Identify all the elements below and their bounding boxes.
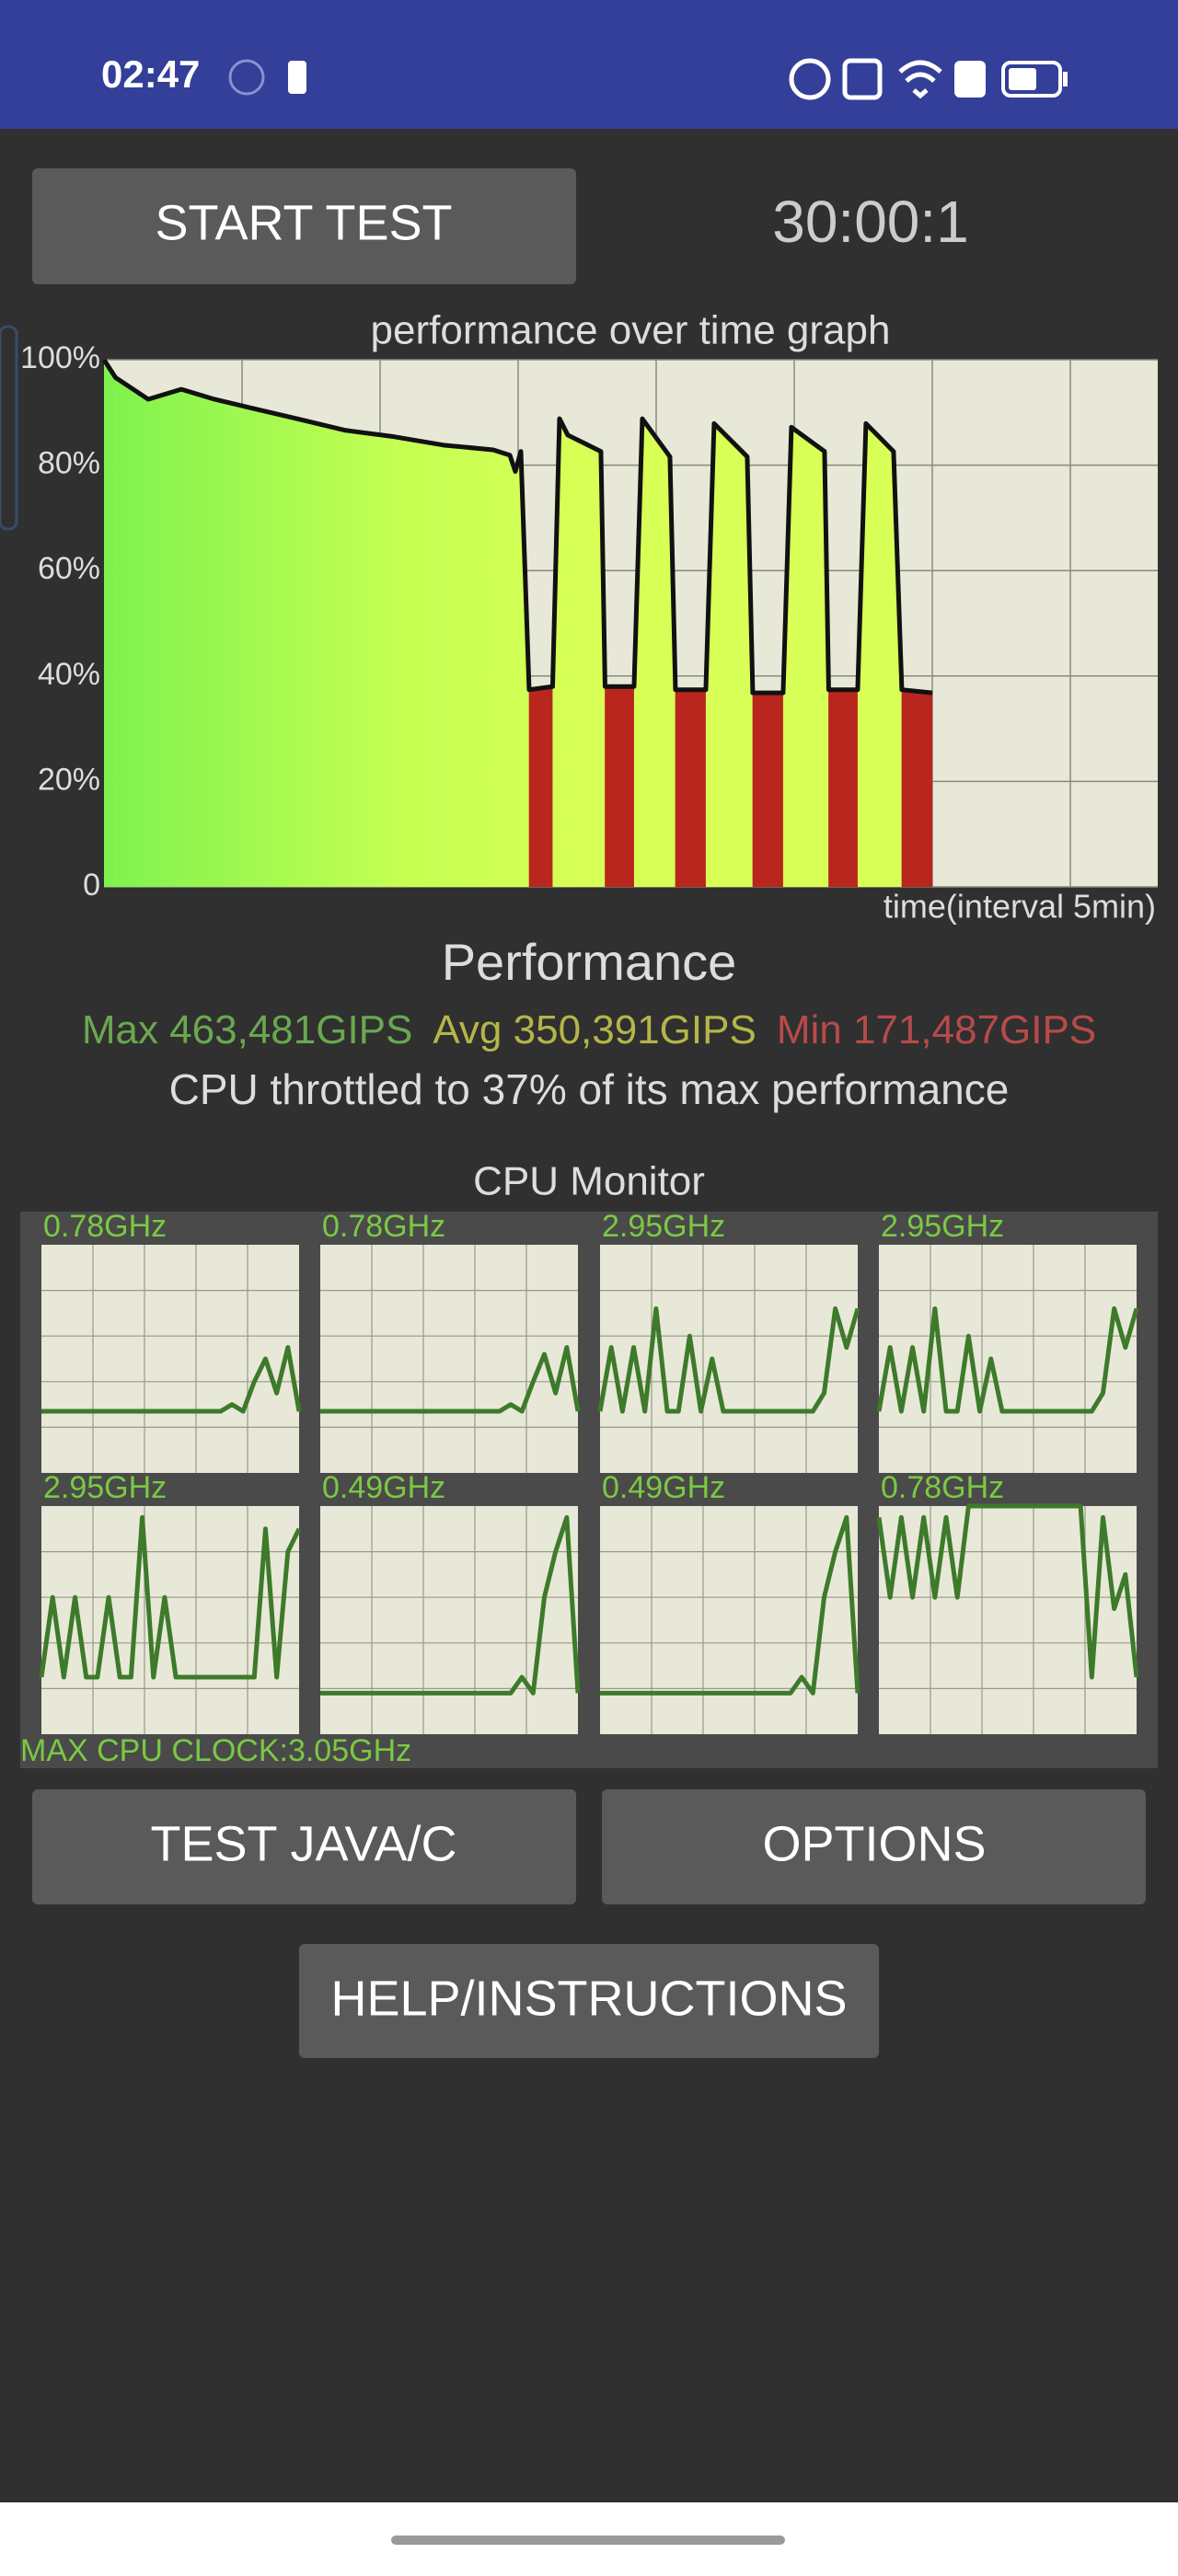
help-label[interactable]: HELP/INSTRUCTIONS bbox=[330, 1971, 847, 2026]
test-java-c-label[interactable]: TEST JAVA/C bbox=[150, 1816, 456, 1871]
core-graph bbox=[879, 1245, 1137, 1473]
area-segment bbox=[567, 434, 601, 887]
core-line bbox=[876, 1503, 1139, 1680]
y-tick-label: 60% bbox=[38, 551, 100, 586]
area-segment bbox=[296, 419, 346, 887]
core-graph bbox=[600, 1245, 858, 1473]
core-line bbox=[39, 1514, 302, 1680]
core-frequency: 2.95GHz bbox=[602, 1209, 725, 1244]
area-segment bbox=[641, 419, 670, 887]
battery-alert-icon bbox=[288, 61, 306, 94]
status-time: 02:47 bbox=[101, 52, 200, 96]
core-frequency: 0.78GHz bbox=[322, 1209, 445, 1244]
area-segment bbox=[509, 454, 515, 887]
area-segment bbox=[528, 685, 553, 888]
side-handle bbox=[0, 325, 18, 531]
area-segment bbox=[345, 430, 394, 887]
battery-icon bbox=[1001, 61, 1062, 98]
core-graph bbox=[320, 1506, 578, 1734]
core-line bbox=[600, 1514, 860, 1696]
core-frequency: 0.49GHz bbox=[322, 1470, 445, 1505]
area-segment bbox=[492, 449, 510, 887]
cpu-cores: 0.78GHz 0.78GHz 2.95GHz 2.95GHz 2.95GHz 0.49G… bbox=[39, 1209, 1139, 1734]
area-segment bbox=[901, 689, 933, 888]
stats-line: Max 463,481GIPS Avg 350,391GIPS Min 171,48… bbox=[82, 1007, 1096, 1052]
y-tick-label: 80% bbox=[38, 446, 100, 481]
help-button[interactable] bbox=[299, 1944, 879, 2058]
home-handle[interactable] bbox=[391, 2536, 785, 2545]
test-java-c-button[interactable] bbox=[32, 1789, 576, 1904]
area-segment bbox=[115, 377, 148, 887]
core-graph bbox=[41, 1506, 299, 1734]
x-axis-label: time(interval 5min) bbox=[884, 888, 1156, 926]
performance-chart: 0 20% 40% 60% 80% 100% bbox=[20, 340, 1158, 903]
area-segment bbox=[605, 686, 635, 888]
area-segment bbox=[214, 398, 248, 888]
performance-heading: Performance bbox=[442, 933, 737, 991]
core-frequency: 0.78GHz bbox=[881, 1470, 1004, 1505]
area-segment bbox=[791, 427, 825, 887]
start-test-label[interactable]: START TEST bbox=[155, 195, 452, 250]
throttle-note: CPU throttled to 37% of its max performa… bbox=[169, 1065, 1010, 1113]
area-segment bbox=[180, 389, 214, 887]
area-segment bbox=[443, 444, 493, 887]
area-segment bbox=[147, 389, 181, 887]
info-icon bbox=[228, 59, 265, 96]
core-line bbox=[41, 1345, 302, 1414]
y-tick-label: 20% bbox=[38, 762, 100, 797]
y-tick-label: 0 bbox=[83, 868, 100, 903]
core-line bbox=[597, 1305, 860, 1414]
area-segment bbox=[247, 407, 297, 887]
battery-level bbox=[1009, 68, 1036, 90]
core-graph bbox=[41, 1245, 299, 1473]
area-segment bbox=[393, 436, 444, 887]
area-segment bbox=[752, 692, 784, 888]
start-test-button[interactable] bbox=[32, 168, 576, 284]
area-segment bbox=[514, 451, 521, 887]
core-frequency: 0.49GHz bbox=[602, 1470, 725, 1505]
core-frequency: 2.95GHz bbox=[881, 1209, 1004, 1244]
min-stat: Min 171,487GIPS bbox=[777, 1007, 1096, 1052]
core-line bbox=[876, 1305, 1139, 1414]
area-segment bbox=[104, 360, 116, 887]
area-segment bbox=[865, 423, 894, 887]
y-tick-label: 100% bbox=[20, 340, 100, 375]
area-segment bbox=[675, 689, 707, 888]
core-graph bbox=[600, 1506, 858, 1734]
performance-line bbox=[101, 358, 933, 696]
options-button[interactable] bbox=[602, 1789, 1146, 1904]
nfc-icon bbox=[842, 58, 883, 100]
area-segment bbox=[713, 423, 747, 887]
max-stat: Max 463,481GIPS bbox=[82, 1007, 413, 1052]
graph-title: performance over time graph bbox=[371, 308, 891, 353]
wifi-icon bbox=[898, 60, 942, 99]
speed-icon bbox=[789, 58, 831, 100]
alert-icon bbox=[954, 61, 986, 98]
core-frequency: 0.78GHz bbox=[43, 1209, 167, 1244]
battery-tip bbox=[1063, 72, 1068, 86]
avg-stat: Avg 350,391GIPS bbox=[433, 1007, 756, 1052]
core-graph bbox=[320, 1245, 578, 1473]
core-line bbox=[320, 1345, 581, 1414]
options-label[interactable]: OPTIONS bbox=[762, 1816, 986, 1871]
y-tick-label: 40% bbox=[38, 657, 100, 692]
core-frequency: 2.95GHz bbox=[43, 1470, 167, 1505]
area-segment bbox=[828, 689, 859, 888]
area-segment bbox=[559, 419, 568, 887]
timer: 30:00:1 bbox=[772, 189, 969, 255]
cpu-monitor-title: CPU Monitor bbox=[473, 1159, 705, 1204]
core-line bbox=[320, 1514, 581, 1696]
max-cpu-clock: MAX CPU CLOCK:3.05GHz bbox=[20, 1733, 411, 1768]
